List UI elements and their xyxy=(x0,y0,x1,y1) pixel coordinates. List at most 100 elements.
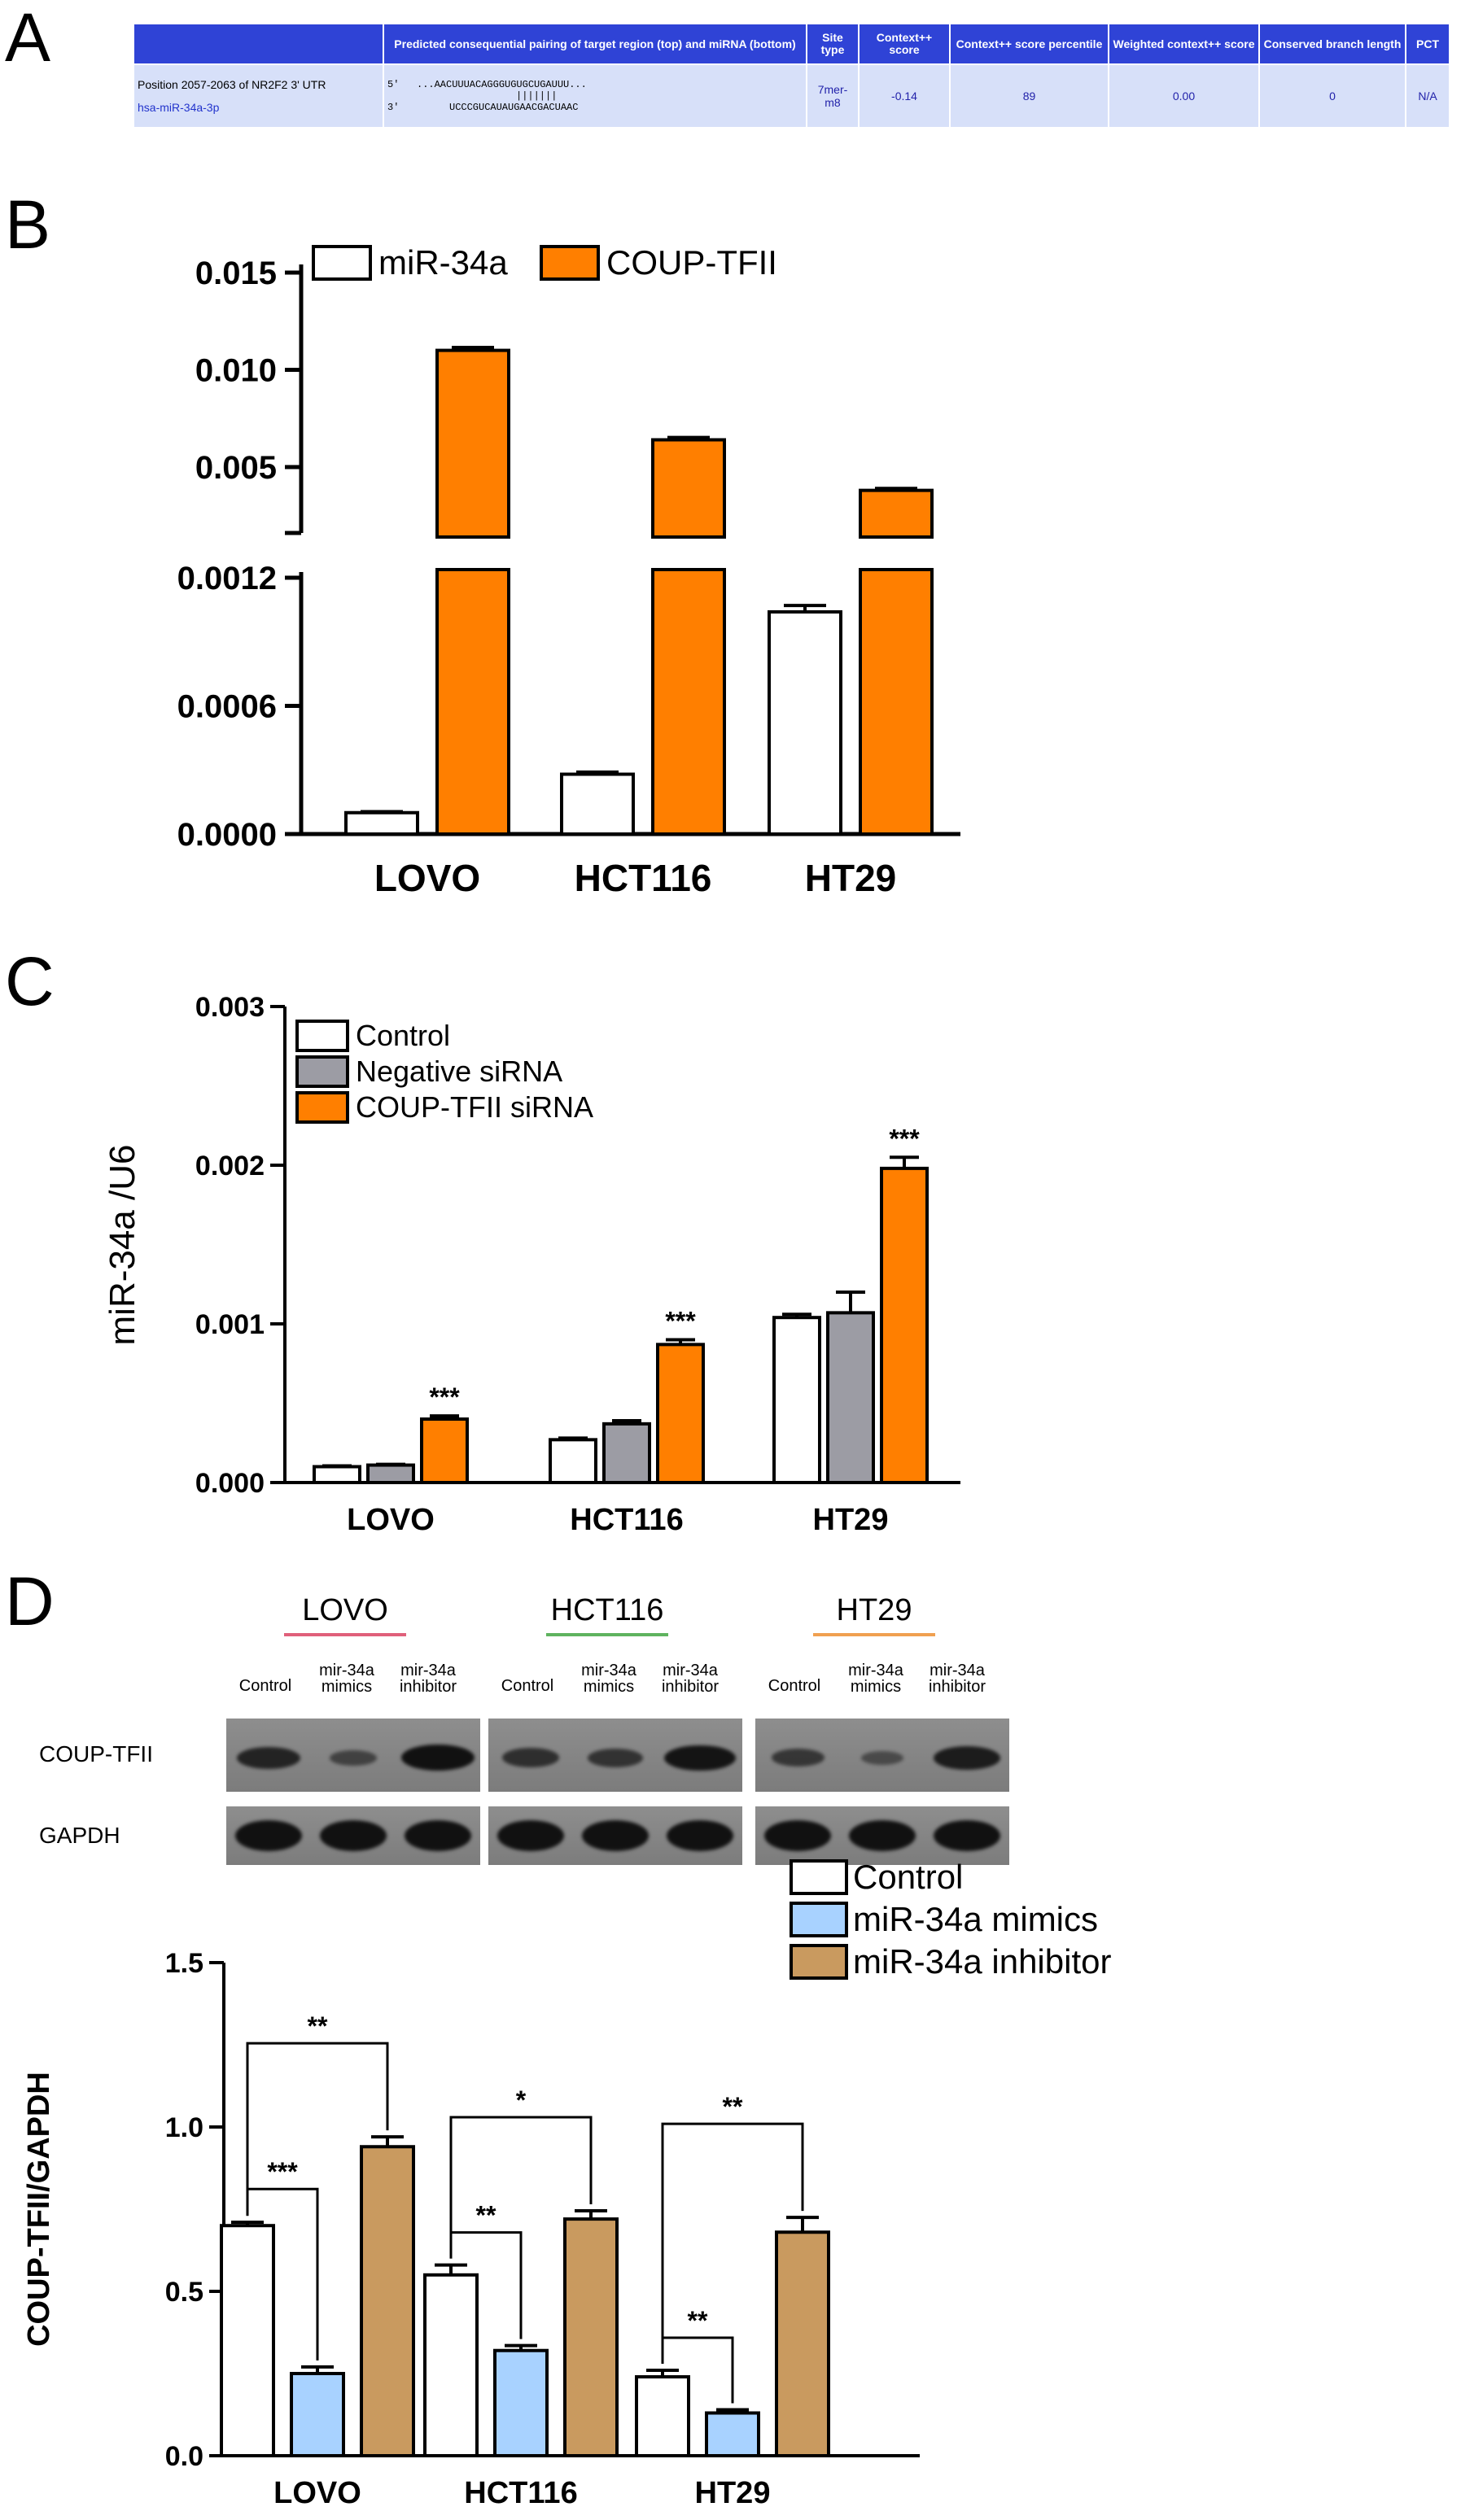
site-name-cell: Position 2057-2063 of NR2F2 3' UTR hsa-m… xyxy=(133,63,384,129)
three-prime-label: 3' xyxy=(387,102,400,113)
gapdh-band xyxy=(235,1820,302,1851)
legend-label: COUP-TFII siRNA xyxy=(356,1090,593,1124)
mirna-link[interactable]: hsa-miR-34a-3p xyxy=(138,101,220,114)
bar xyxy=(563,2217,619,2457)
table-header-cell: Site type xyxy=(806,23,860,65)
x-tick-label: HT29 xyxy=(805,857,896,899)
panel-letter-a: A xyxy=(5,0,51,76)
bar xyxy=(651,438,726,539)
table-header-cell: Context++ score xyxy=(858,23,951,65)
targetscan-table: Predicted consequential pairing of targe… xyxy=(133,23,1450,129)
significance-label: *** xyxy=(429,1382,460,1412)
y-axis-title: COUP-TFII/GAPDH xyxy=(22,2072,56,2347)
panel-letter-c: C xyxy=(5,943,55,1020)
table-header-row: Predicted consequential pairing of targe… xyxy=(133,23,1450,65)
coup-tfii-band xyxy=(664,1745,736,1771)
coup-tfii-band xyxy=(330,1749,377,1766)
coup-tfii-band xyxy=(401,1745,475,1771)
panel-letter-d: D xyxy=(5,1563,55,1640)
y-tick-label: 0.015 xyxy=(195,255,277,291)
bar xyxy=(826,1311,875,1484)
legend-swatch xyxy=(790,1944,848,1980)
bar xyxy=(775,2230,830,2457)
bar xyxy=(313,1465,361,1484)
legend-swatch xyxy=(312,245,372,281)
chart-c: 0.000 0.001 0.002 0.003 miR-34a /U6 *** *** ***… xyxy=(103,992,960,1537)
coup-tfii-band xyxy=(771,1749,825,1767)
significance-label: *** xyxy=(889,1124,920,1153)
gapdh-band xyxy=(934,1820,1000,1851)
coup-tfii-band xyxy=(860,1750,904,1765)
x-tick-label: HT29 xyxy=(813,1503,889,1537)
y-tick-label: 0.5 xyxy=(165,2277,203,2308)
pct-cell: N/A xyxy=(1405,63,1450,129)
table-row: Position 2057-2063 of NR2F2 3' UTR hsa-m… xyxy=(133,63,1450,129)
significance-label: ** xyxy=(723,2092,743,2121)
blot-group-label: HCT116 xyxy=(550,1593,664,1627)
gapdh-band xyxy=(320,1820,387,1851)
y-tick-label: 0.003 xyxy=(195,992,265,1023)
context-score-cell: -0.14 xyxy=(858,63,951,129)
significance-label: ** xyxy=(308,2011,328,2041)
legend-label: miR-34a inhibitor xyxy=(853,1942,1111,1981)
gapdh-band xyxy=(582,1820,649,1851)
x-tick-label: LOVO xyxy=(374,857,480,899)
coup-tfii-band xyxy=(933,1745,1001,1770)
coup-tfii-band xyxy=(237,1746,300,1769)
pairing-bars: ||||||| xyxy=(516,90,558,102)
bar xyxy=(859,488,934,539)
legend-swatch xyxy=(790,1859,848,1895)
x-tick-label: HCT116 xyxy=(464,2476,577,2510)
chart-b: 0.005 0.010 0.015 0.0000 0.0006 0.0012 LOVO HCT… xyxy=(177,243,960,899)
bar xyxy=(420,1417,469,1484)
blot-protein-label: COUP-TFII xyxy=(39,1741,153,1767)
bar xyxy=(602,1422,651,1484)
table-header-cell: Context++ score percentile xyxy=(949,23,1109,65)
branch-length-cell: 0 xyxy=(1258,63,1406,129)
significance-label: *** xyxy=(267,2157,298,2186)
blot-lane-label: mir-34a inhibitor xyxy=(661,1662,720,1696)
y-axis-title: miR-34a /U6 xyxy=(103,1145,142,1346)
axis-break-gap xyxy=(857,539,935,567)
panel-letter-b: B xyxy=(5,186,51,263)
y-tick-label: 0.0000 xyxy=(177,817,277,853)
legend-label: Control xyxy=(356,1019,450,1052)
x-tick-label: LOVO xyxy=(347,1503,435,1537)
table-header-cell: Weighted context++ score xyxy=(1108,23,1260,65)
y-tick-label: 0.005 xyxy=(195,450,277,486)
table-header-cell: Predicted consequential pairing of targe… xyxy=(383,23,807,65)
coup-tfii-band xyxy=(588,1748,643,1767)
legend-label: miR-34a xyxy=(378,243,508,282)
blot-lane-label: Control xyxy=(768,1677,821,1695)
blot-group-underline xyxy=(284,1633,406,1636)
legend-swatch xyxy=(295,1020,349,1052)
bar-lower-segment xyxy=(859,568,934,836)
blot-group-underline xyxy=(546,1633,668,1636)
y-tick-label: 0.0006 xyxy=(177,689,277,725)
bar xyxy=(880,1166,929,1484)
y-tick-label: 0.000 xyxy=(195,1468,265,1499)
y-tick-label: 0.010 xyxy=(195,352,277,388)
x-tick-label: HCT116 xyxy=(575,857,712,899)
weighted-score-cell: 0.00 xyxy=(1108,63,1260,129)
gapdh-band xyxy=(764,1820,831,1851)
bar xyxy=(220,2224,275,2457)
significance-bracket xyxy=(449,2116,593,2259)
bar xyxy=(656,1343,705,1484)
legend-label: Negative siRNA xyxy=(356,1055,562,1088)
five-prime-label: 5' xyxy=(387,79,400,90)
bar xyxy=(423,2273,479,2457)
y-tick-label: 0.0 xyxy=(165,2441,203,2472)
x-tick-label: LOVO xyxy=(273,2476,361,2510)
blot-lane-label: mir-34a inhibitor xyxy=(399,1662,457,1696)
table-header-cell xyxy=(133,23,384,65)
gapdh-band xyxy=(497,1820,564,1851)
blot-lane-label: mir-34a mimics xyxy=(319,1662,374,1696)
significance-label: ** xyxy=(688,2306,708,2335)
bar xyxy=(290,2372,345,2457)
site-type-cell: 7mer-m8 xyxy=(806,63,860,129)
y-tick-label: 1.5 xyxy=(165,1948,203,1979)
gapdh-band xyxy=(849,1820,916,1851)
target-sequence: ...AACUUUACAGGGUGUGCUGAUUU... xyxy=(417,79,587,90)
legend-label: Control xyxy=(853,1859,963,1896)
